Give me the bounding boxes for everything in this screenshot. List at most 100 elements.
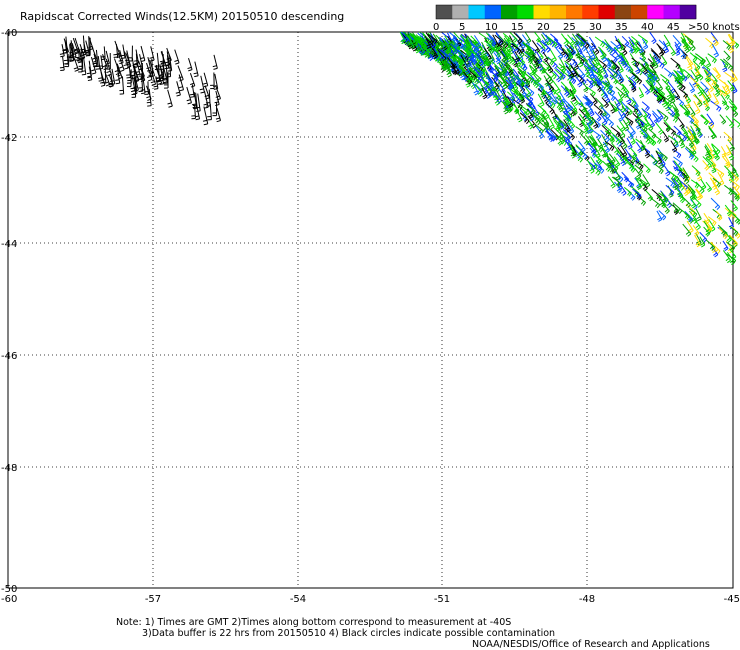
wind-barb: [189, 84, 195, 98]
wind-barb: [140, 76, 146, 95]
wind-barb: [700, 178, 707, 190]
wind-barb: [620, 55, 628, 69]
page-title: Rapidscat Corrected Winds(12.5KM) 201505…: [20, 10, 345, 23]
wind-barb: [489, 41, 498, 52]
wind-barb: [684, 35, 694, 46]
wind-barb: [725, 115, 735, 129]
wind-barb: [545, 90, 554, 103]
wind-barb: [720, 146, 727, 158]
wind-barb: [470, 43, 479, 54]
wind-barb: [586, 122, 592, 134]
wind-barb: [638, 61, 646, 73]
wind-barb: [703, 212, 710, 225]
wind-barb: [688, 82, 696, 94]
wind-barb: [658, 210, 667, 221]
wind-barb: [625, 116, 634, 126]
wind-barb: [427, 33, 438, 45]
wind-barb: [473, 68, 484, 81]
wind-barb: [431, 47, 439, 59]
wind-barb: [569, 45, 577, 56]
wind-barb: [488, 35, 497, 47]
wind-barb: [113, 43, 119, 58]
lon-tick-label: -57: [145, 594, 161, 605]
wind-barb: [446, 57, 456, 70]
wind-barb: [86, 60, 92, 78]
wind-barb: [493, 52, 501, 65]
wind-barb: [641, 38, 649, 50]
wind-barb: [473, 35, 482, 48]
wind-barb: [688, 150, 699, 163]
wind-barb: [126, 63, 131, 79]
wind-barb: [689, 196, 697, 209]
colorbar-label: 40: [641, 22, 654, 33]
wind-barb: [693, 100, 701, 115]
wind-barb: [617, 69, 625, 83]
wind-barb: [717, 224, 727, 236]
wind-barb: [601, 97, 609, 109]
wind-barb: [678, 131, 687, 142]
wind-barb: [507, 96, 514, 108]
wind-barb: [730, 171, 739, 183]
wind-barb: [463, 46, 472, 58]
wind-barb: [526, 104, 536, 115]
wind-barb: [164, 71, 169, 89]
wind-barb: [678, 135, 686, 149]
wind-barb: [731, 211, 740, 224]
lon-tick-label: -48: [579, 594, 595, 605]
wind-barb: [153, 76, 159, 90]
wind-barb: [505, 61, 514, 74]
wind-barb: [657, 156, 665, 169]
wind-barb: [672, 34, 682, 48]
wind-barb: [562, 111, 571, 121]
wind-barb: [625, 178, 635, 189]
wind-barb: [554, 127, 564, 140]
wind-barb: [525, 116, 534, 130]
wind-barb: [511, 43, 522, 55]
wind-barb: [127, 70, 132, 84]
wind-barb: [702, 160, 710, 171]
wind-barb: [178, 74, 185, 92]
wind-barb: [641, 108, 652, 119]
colorbar-swatch: [598, 5, 616, 19]
wind-barb: [425, 32, 434, 46]
wind-barb: [474, 66, 484, 77]
wind-barb: [712, 35, 719, 47]
colorbar-label: 35: [615, 22, 628, 33]
wind-barb: [138, 73, 144, 93]
wind-barb: [544, 34, 556, 48]
wind-barb: [672, 148, 682, 159]
wind-barb: [682, 167, 690, 180]
wind-barb: [575, 126, 584, 136]
wind-barb: [727, 80, 735, 92]
wind-barb: [113, 58, 121, 76]
wind-barb: [542, 108, 550, 120]
wind-barb: [707, 156, 717, 169]
colorbar-swatch: [549, 5, 567, 19]
wind-barb: [138, 54, 144, 71]
wind-barb: [567, 48, 574, 60]
wind-barb: [636, 194, 646, 206]
wind-barb: [652, 56, 659, 69]
wind-barb: [515, 88, 525, 101]
wind-barb: [631, 57, 640, 68]
colorbar-label: 20: [537, 22, 550, 33]
wind-barb: [629, 80, 637, 93]
wind-barb: [705, 56, 712, 68]
wind-barb: [593, 104, 603, 116]
wind-barb: [555, 68, 566, 80]
wind-barb: [722, 40, 732, 51]
wind-barb: [606, 162, 615, 174]
wind-barb: [478, 81, 485, 92]
speed-colorbar-labels: 0 5 10 15 20 25 30 35 40 45 >50 knots: [433, 22, 740, 33]
wind-barb: [729, 163, 737, 175]
wind-barb: [672, 202, 683, 214]
wind-barb: [159, 54, 164, 70]
wind-barb: [59, 44, 65, 58]
wind-barb: [633, 108, 641, 123]
wind-barb: [146, 62, 153, 82]
wind-barb: [586, 75, 597, 87]
colorbar-label: 15: [511, 22, 524, 33]
wind-barb: [579, 113, 586, 125]
wind-barb: [686, 55, 694, 67]
wind-barb: [450, 43, 459, 55]
